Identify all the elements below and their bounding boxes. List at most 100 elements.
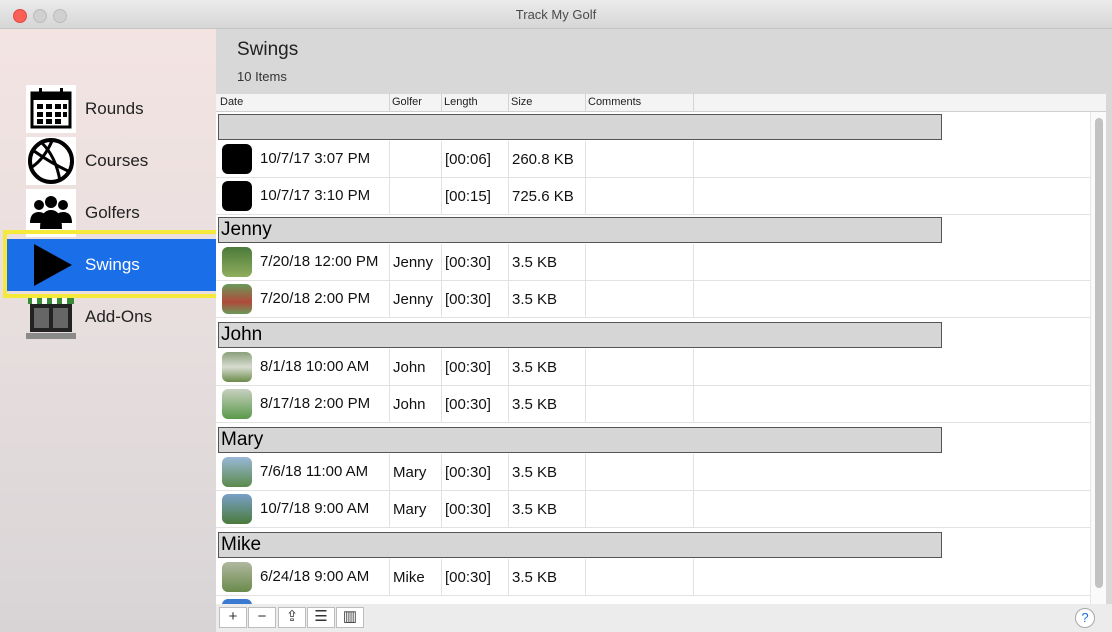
column-header-golfer[interactable]: Golfer (392, 96, 422, 108)
golfer-cell: Mary (393, 464, 427, 481)
video-thumbnail (222, 352, 252, 382)
size-cell: 3.5 KB (512, 464, 558, 481)
sidebar-item-swings[interactable]: Swings (6, 239, 216, 291)
sidebar-item-label: Courses (85, 151, 149, 170)
date-cell: 10/7/17 3:10 PM (260, 187, 371, 204)
date-cell: 6/24/18 9:00 AM (260, 568, 370, 585)
sidebar: Rounds Courses (0, 29, 216, 632)
video-thumbnail (222, 494, 252, 524)
table-row[interactable]: 7/20/18 12:00 PM Jenny [00:30] 3.5 KB (216, 244, 1090, 281)
date-cell: 10/7/18 9:00 AM (260, 500, 370, 517)
length-cell: [00:30] (445, 254, 491, 271)
date-cell: 7/20/18 2:00 PM (260, 290, 371, 307)
date-cell: 10/7/17 3:07 PM (260, 150, 371, 167)
length-cell: [00:30] (445, 359, 491, 376)
golfer-cell: Jenny (393, 254, 434, 271)
scrollbar-thumb[interactable] (1095, 118, 1103, 588)
table-row[interactable]: 8/1/18 10:00 AM John [00:30] 3.5 KB (216, 349, 1090, 386)
add-button[interactable]: + (219, 607, 247, 628)
group-header: John (218, 322, 942, 348)
share-icon[interactable]: ⇪ (278, 607, 306, 628)
video-thumbnail (222, 181, 252, 211)
sidebar-item-golfers[interactable]: Golfers (6, 187, 216, 239)
sidebar-item-label: Rounds (85, 99, 144, 118)
video-thumbnail (222, 284, 252, 314)
group-header: Jenny (218, 217, 942, 243)
table-row[interactable]: 8/17/18 2:00 PM John [00:30] 3.5 KB (216, 386, 1090, 423)
size-cell: 260.8 KB (512, 151, 574, 168)
store-icon (26, 293, 76, 341)
sidebar-item-courses[interactable]: Courses (6, 135, 216, 187)
size-cell: 3.5 KB (512, 291, 558, 308)
video-thumbnail (222, 599, 252, 604)
date-cell: 7/20/18 12:00 PM (260, 253, 379, 270)
video-thumbnail (222, 457, 252, 487)
video-thumbnail (222, 562, 252, 592)
sidebar-item-label: Golfers (85, 203, 140, 222)
main-content: Swings 10 Items Date Golfer Length Size … (216, 29, 1112, 632)
table-row[interactable]: 6/24/18 9:00 AM Mike [00:30] 3.5 KB (216, 559, 1090, 596)
golfer-cell: Jenny (393, 291, 434, 308)
group-header: Mary (218, 427, 942, 453)
date-cell: 8/1/18 10:00 AM (260, 358, 370, 375)
table-row[interactable] (216, 596, 1090, 604)
minimize-window-button[interactable] (33, 9, 47, 23)
golfer-cell: Mike (393, 569, 425, 586)
column-header-size[interactable]: Size (511, 96, 533, 108)
vertical-scrollbar[interactable] (1090, 112, 1106, 604)
golfer-cell: Mary (393, 501, 427, 518)
length-cell: [00:06] (445, 151, 491, 168)
golfer-cell: John (393, 359, 426, 376)
play-icon (26, 241, 76, 289)
size-cell: 3.5 KB (512, 501, 558, 518)
sidebar-item-rounds[interactable]: Rounds (6, 83, 216, 135)
table-row[interactable]: 10/7/17 3:07 PM [00:06] 260.8 KB (216, 141, 1090, 178)
item-count: 10 Items (237, 69, 287, 84)
group-header: Mike (218, 532, 942, 558)
golfer-cell: John (393, 396, 426, 413)
column-header-length[interactable]: Length (444, 96, 478, 108)
size-cell: 3.5 KB (512, 359, 558, 376)
table-row[interactable]: 7/20/18 2:00 PM Jenny [00:30] 3.5 KB (216, 281, 1090, 318)
length-cell: [00:30] (445, 501, 491, 518)
column-header-comments[interactable]: Comments (588, 96, 642, 108)
table-row[interactable]: 7/6/18 11:00 AM Mary [00:30] 3.5 KB (216, 454, 1090, 491)
video-thumbnail (222, 389, 252, 419)
title-bar: Track My Golf (0, 0, 1112, 29)
sidebar-item-add-ons[interactable]: Add-Ons (6, 291, 216, 343)
zoom-window-button[interactable] (53, 9, 67, 23)
help-button[interactable]: ? (1075, 608, 1095, 628)
people-icon (26, 189, 76, 237)
table-row[interactable]: 10/7/17 3:10 PM [00:15] 725.6 KB (216, 178, 1090, 215)
date-cell: 7/6/18 11:00 AM (260, 463, 369, 480)
table-row[interactable]: 10/7/18 9:00 AM Mary [00:30] 3.5 KB (216, 491, 1090, 528)
length-cell: [00:30] (445, 569, 491, 586)
length-cell: [00:30] (445, 291, 491, 308)
group-header (218, 114, 942, 140)
length-cell: [00:15] (445, 188, 491, 205)
size-cell: 3.5 KB (512, 254, 558, 271)
page-title: Swings (237, 39, 299, 60)
length-cell: [00:30] (445, 396, 491, 413)
globe-icon (26, 137, 76, 185)
size-cell: 3.5 KB (512, 569, 558, 586)
sidebar-item-label: Swings (85, 255, 140, 274)
swings-table: Date Golfer Length Size Comments 10/7/17… (216, 94, 1106, 604)
remove-button[interactable]: − (248, 607, 276, 628)
sidebar-item-label: Add-Ons (85, 307, 153, 326)
video-thumbnail (222, 144, 252, 174)
columns-icon[interactable]: ▥ (336, 607, 364, 628)
column-header-date[interactable]: Date (220, 96, 244, 108)
video-thumbnail (222, 247, 252, 277)
table-header: Date Golfer Length Size Comments (216, 94, 1106, 112)
length-cell: [00:30] (445, 464, 491, 481)
list-icon[interactable]: ☰ (307, 607, 335, 628)
size-cell: 725.6 KB (512, 188, 574, 205)
window-title: Track My Golf (515, 7, 597, 22)
calendar-icon (26, 85, 76, 133)
date-cell: 8/17/18 2:00 PM (260, 395, 371, 412)
close-window-button[interactable] (13, 9, 27, 23)
size-cell: 3.5 KB (512, 396, 558, 413)
bottom-toolbar: + − ⇪ ☰ ▥ ? (216, 604, 1112, 632)
